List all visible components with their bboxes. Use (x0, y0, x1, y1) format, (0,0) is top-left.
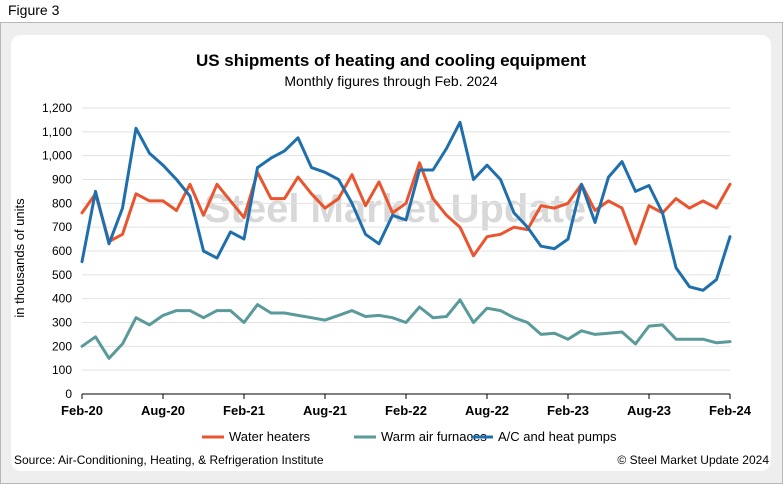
y-axis-label: in thousands of units (12, 198, 27, 318)
legend-label-water-heaters: Water heaters (229, 429, 311, 444)
y-tick-labels: 0 100 200 300 400 500 600 700 800 900 1,000 1,100 1,… (42, 101, 72, 401)
y-tick-label: 800 (52, 196, 72, 210)
x-tick-label: Aug-21 (303, 403, 347, 418)
x-tick-label: Aug-22 (465, 403, 509, 418)
y-tick-label: 900 (52, 173, 72, 187)
legend-label-ac-heat-pumps: A/C and heat pumps (498, 429, 617, 444)
y-tick-label: 1,200 (42, 101, 72, 115)
chart-subtitle: Monthly figures through Feb. 2024 (284, 73, 497, 89)
y-tick-label: 1,000 (42, 149, 72, 163)
legend-label-warm-air-furnaces: Warm air furnaces (381, 429, 487, 444)
series-line-warm-air-furnaces (80, 298, 732, 360)
chart-title: US shipments of heating and cooling equi… (196, 51, 586, 70)
y-tick-label: 300 (52, 316, 72, 330)
x-tick-label: Aug-23 (627, 403, 671, 418)
series-line-water-heaters (80, 161, 732, 258)
series-line-ac-heat-pumps (80, 120, 732, 292)
series-lines (80, 120, 732, 360)
y-tick-label: 600 (52, 244, 72, 258)
legend: Water heaters Warm air furnaces A/C and he… (202, 429, 617, 444)
figure-label: Figure 3 (8, 2, 60, 18)
y-gridlines (82, 107, 730, 371)
x-axis: Feb-20 Aug-20 Feb-21 Aug-21 Feb-22 Aug-22 Feb-… (61, 393, 752, 418)
copyright-note: © Steel Market Update 2024 (617, 453, 769, 467)
y-tick-label: 0 (65, 387, 72, 401)
y-tick-label: 400 (52, 292, 72, 306)
y-tick-label: 700 (52, 220, 72, 234)
x-tick-label: Feb-24 (709, 403, 752, 418)
x-tick-label: Feb-20 (61, 403, 103, 418)
x-tick-label: Aug-20 (141, 403, 185, 418)
source-note: Source: Air-Conditioning, Heating, & Ref… (14, 453, 324, 467)
y-tick-label: 200 (52, 339, 72, 353)
y-tick-label: 500 (52, 268, 72, 282)
x-tick-label: Feb-21 (223, 403, 265, 418)
x-tick-label: Feb-22 (385, 403, 427, 418)
y-tick-label: 1,100 (42, 125, 72, 139)
y-tick-label: 100 (52, 363, 72, 377)
x-tick-label: Feb-23 (547, 403, 589, 418)
